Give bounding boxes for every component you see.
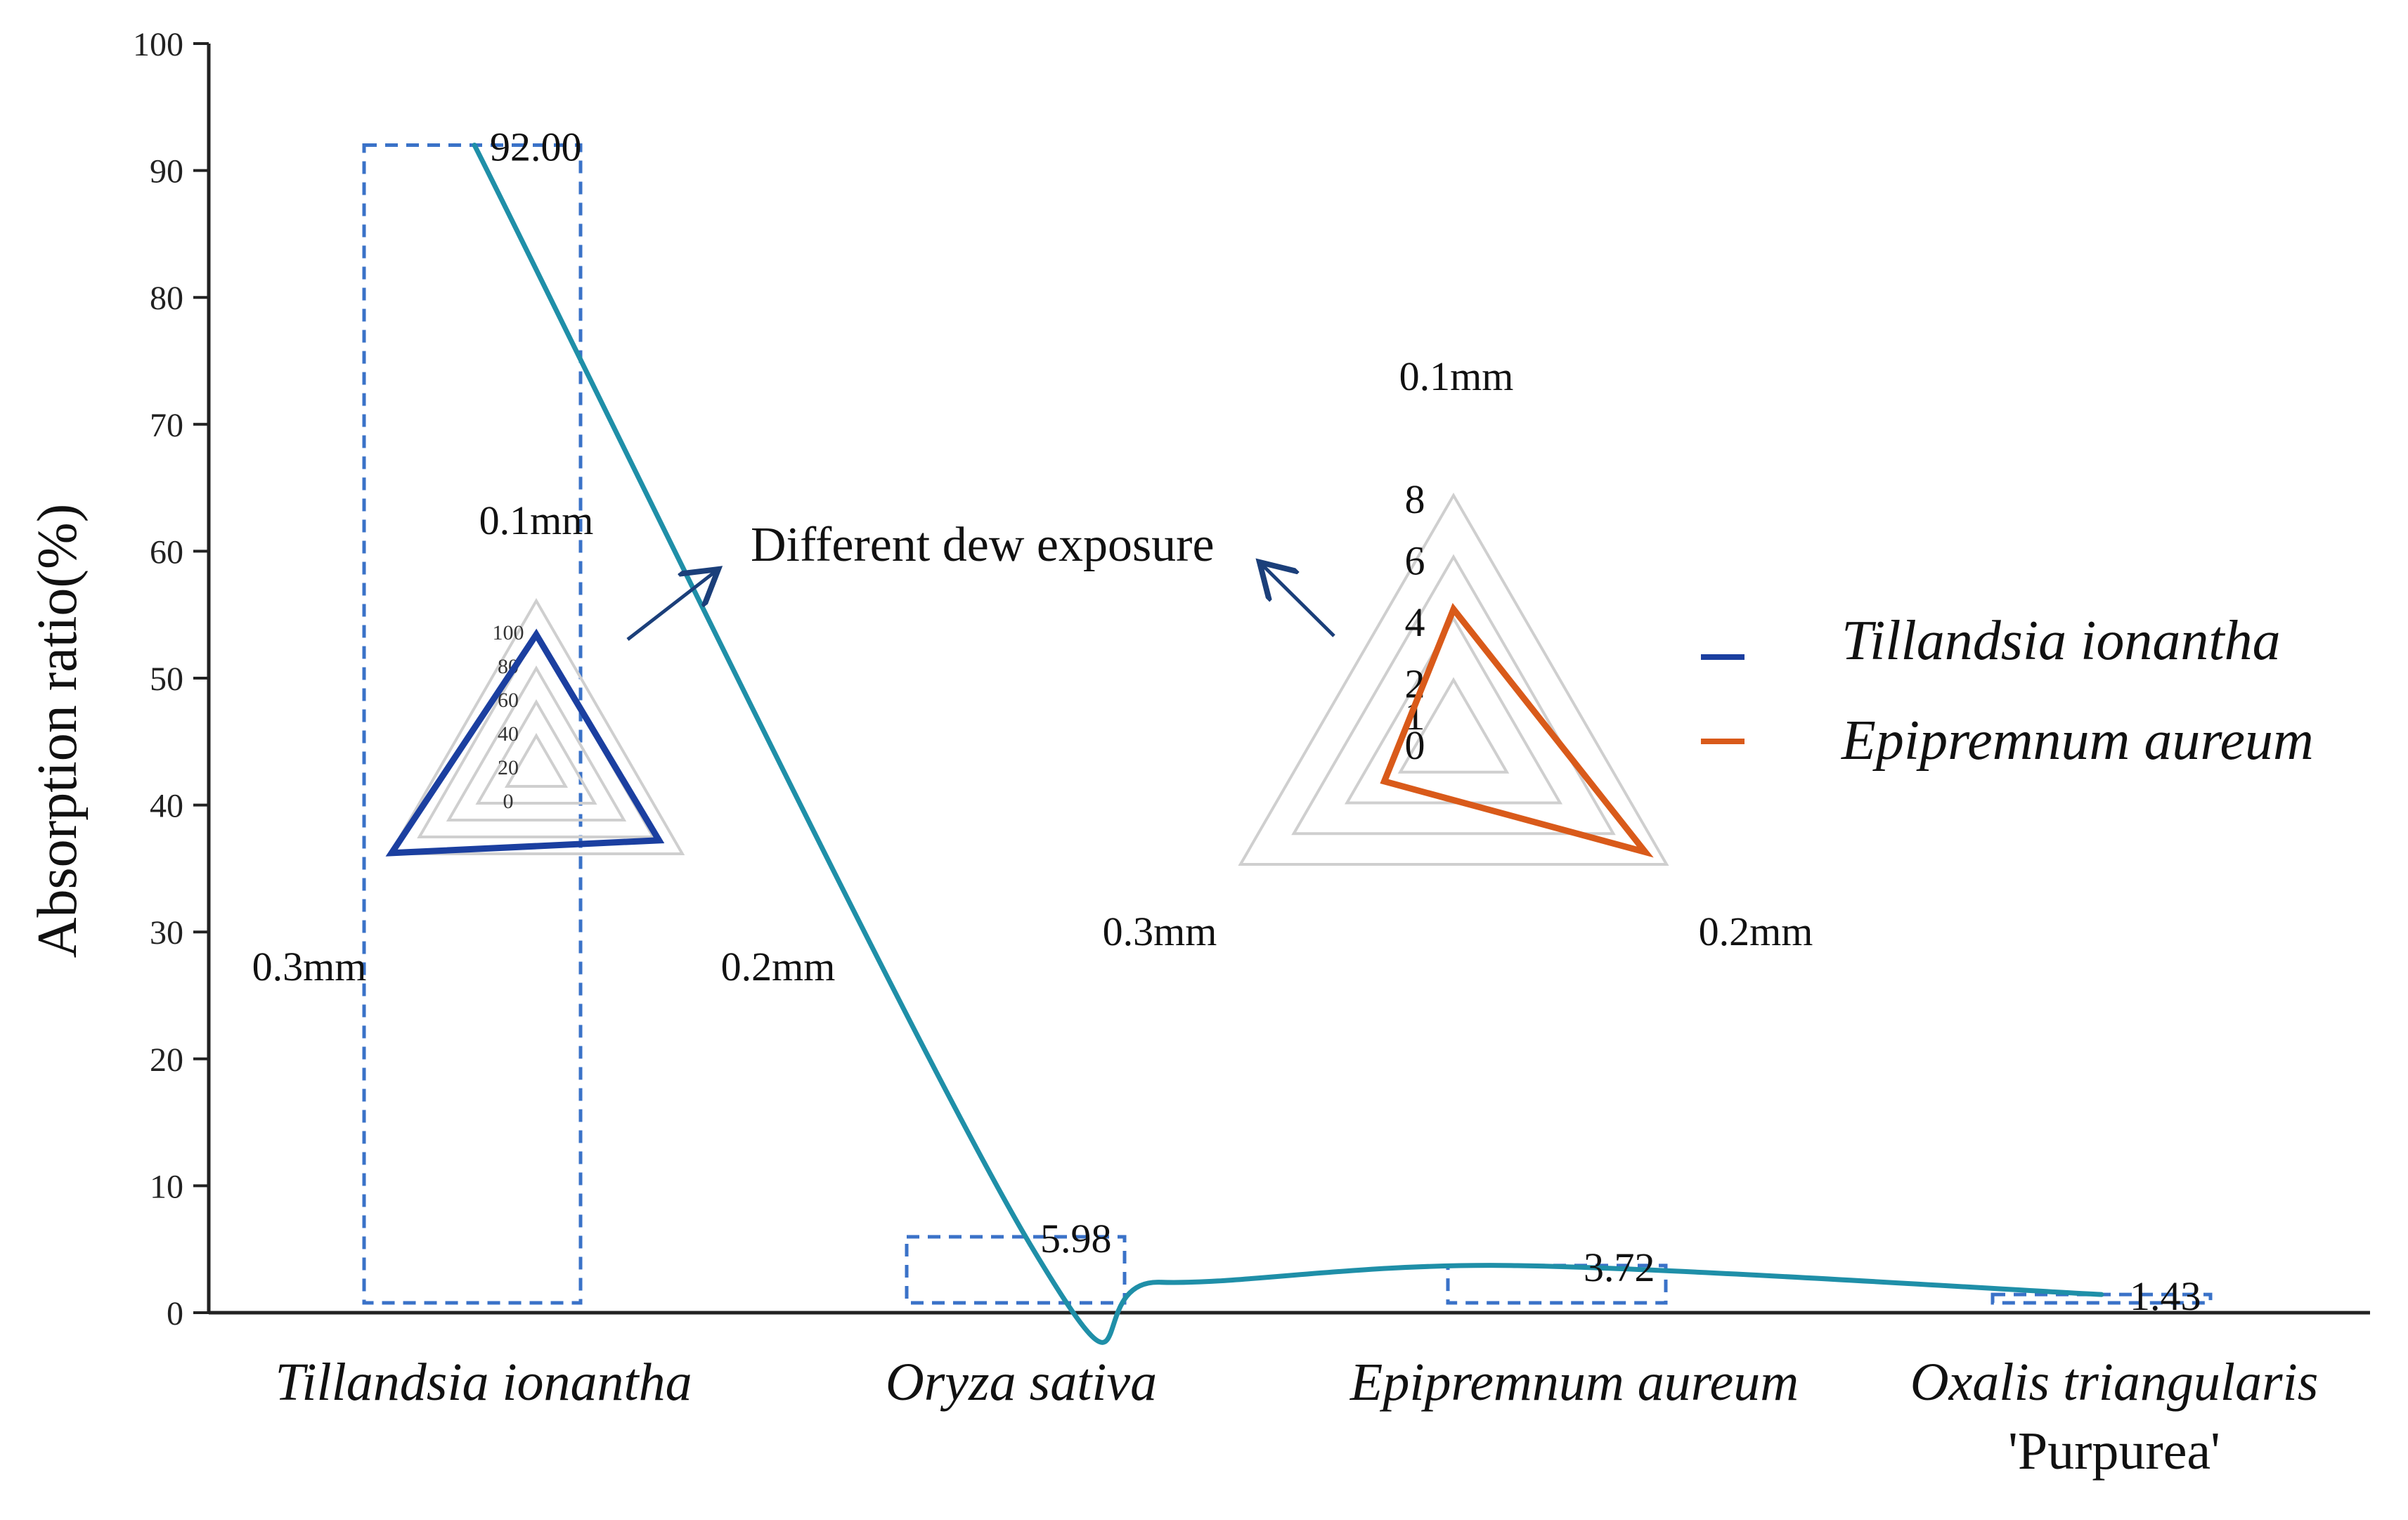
legend-label: Epipremnum aureum — [1841, 710, 2314, 772]
data-label: 92.00 — [490, 124, 582, 169]
data-label: 5.98 — [1040, 1216, 1112, 1261]
radar-series — [385, 628, 665, 857]
data-label: 3.72 — [1584, 1245, 1655, 1290]
main-series — [472, 142, 2104, 1345]
radar-grid-ring — [1397, 677, 1510, 774]
x-tick-label: Epipremnum aureum — [1349, 1353, 1799, 1412]
radar-axis-label: 0.1mm — [1399, 353, 1514, 399]
radar-axis-label: 0.3mm — [252, 944, 367, 989]
x-tick-label: Tillandsia ionantha — [275, 1353, 692, 1412]
annotation-arrow-right — [1260, 562, 1335, 637]
y-tick-label: 50 — [150, 661, 183, 698]
radar-series — [1380, 603, 1654, 858]
x-tick-label-line2: 'Purpurea' — [2008, 1422, 2220, 1481]
y-tick-label: 30 — [150, 914, 183, 951]
y-axis-label: Absorption ratio(%) — [27, 504, 89, 959]
x-ticks: Tillandsia ionantha Oryza sativa Epipremnu… — [275, 1353, 2318, 1481]
radar-grid-ring — [446, 665, 627, 821]
radar-axis-label: 0.1mm — [479, 498, 594, 543]
value-labels: 92.00 5.98 3.72 1.43 — [490, 124, 2201, 1319]
radar-grid-ring — [1344, 616, 1563, 805]
x-tick-label: Oxalis triangularis — [1910, 1353, 2319, 1412]
annotation-text: Different dew exposure — [751, 518, 1215, 572]
y-tick-label: 10 — [150, 1168, 183, 1205]
radar-grid-ring — [387, 597, 685, 855]
radar-grid-ring — [504, 733, 569, 788]
radar-grid-ring — [1238, 492, 1669, 866]
data-label: 1.43 — [2130, 1273, 2201, 1319]
radar-tick-label: 6 — [1405, 538, 1425, 584]
series-line — [472, 142, 2104, 1345]
radar-grid-ring — [1291, 554, 1616, 836]
radar-axis-label: 0.2mm — [1699, 909, 1813, 954]
annotation-arrow-left — [626, 569, 718, 641]
radar-axis-label: 0.3mm — [1103, 909, 1217, 954]
radar-tick-label: 0 — [503, 790, 514, 813]
radar-tick-label: 20 — [498, 756, 519, 779]
y-tick-label: 0 — [167, 1295, 183, 1332]
y-tick-label: 80 — [150, 280, 183, 317]
y-tick-label: 100 — [133, 26, 183, 63]
y-ticks: 0 10 20 30 40 50 60 70 80 90 100 — [133, 26, 209, 1332]
radar-tick-label: 8 — [1405, 476, 1425, 522]
radar-axis-label: 0.2mm — [721, 944, 836, 989]
radar-tick-label: 100 — [493, 621, 524, 644]
y-tick-label: 60 — [150, 533, 183, 571]
highlight-box — [905, 1235, 1127, 1305]
y-tick-label: 70 — [150, 407, 183, 444]
x-tick-label: Oryza sativa — [886, 1353, 1157, 1412]
radar-tick-label: 40 — [498, 722, 519, 746]
y-tick-label: 90 — [150, 153, 183, 190]
radar-grid-ring — [475, 699, 597, 805]
legend: Tillandsia ionantha Epipremnum aureum — [1701, 610, 2314, 772]
legend-label: Tillandsia ionantha — [1841, 610, 2281, 672]
y-tick-label: 20 — [150, 1041, 183, 1079]
y-tick-label: 40 — [150, 788, 183, 825]
radar-tick-label: 4 — [1405, 599, 1425, 645]
